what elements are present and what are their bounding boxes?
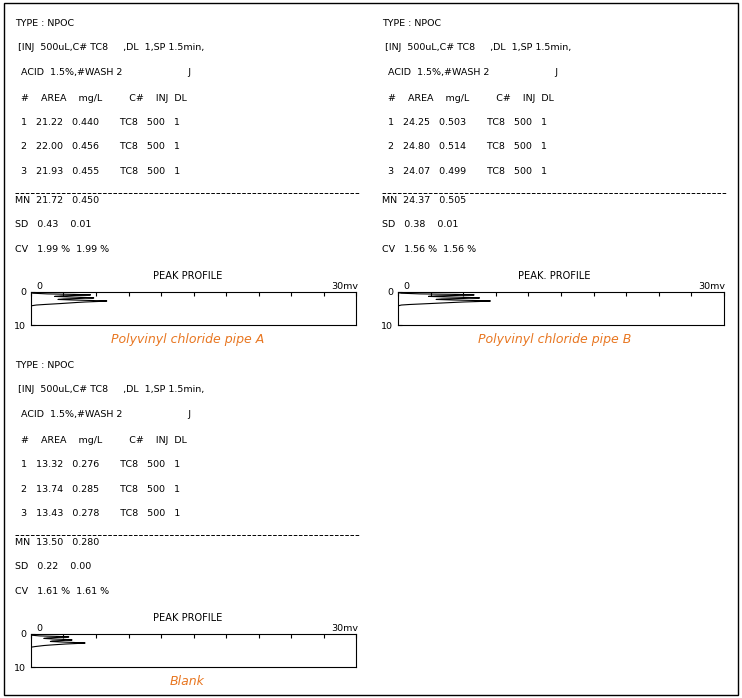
Text: 1   13.32   0.276       TC8   500   1: 1 13.32 0.276 TC8 500 1 bbox=[15, 460, 180, 469]
Text: Polyvinyl chloride pipe B: Polyvinyl chloride pipe B bbox=[478, 333, 631, 346]
Text: Polyvinyl chloride pipe A: Polyvinyl chloride pipe A bbox=[111, 333, 264, 346]
Text: SD   0.43    0.01: SD 0.43 0.01 bbox=[15, 221, 91, 230]
Text: 0: 0 bbox=[36, 623, 42, 632]
Text: PEAK PROFILE: PEAK PROFILE bbox=[153, 271, 222, 281]
Text: ACID  1.5%,#WASH 2                      J: ACID 1.5%,#WASH 2 J bbox=[382, 68, 558, 77]
Text: 30mv: 30mv bbox=[698, 281, 726, 290]
Text: SD   0.22    0.00: SD 0.22 0.00 bbox=[15, 563, 91, 572]
Text: CV   1.56 %  1.56 %: CV 1.56 % 1.56 % bbox=[382, 245, 476, 254]
Text: MN  21.72   0.450: MN 21.72 0.450 bbox=[15, 196, 99, 205]
Text: 30mv: 30mv bbox=[331, 281, 358, 290]
Text: 2   22.00   0.456       TC8   500   1: 2 22.00 0.456 TC8 500 1 bbox=[15, 142, 180, 151]
Text: MN  24.37   0.505: MN 24.37 0.505 bbox=[382, 196, 466, 205]
Text: Blank: Blank bbox=[170, 675, 205, 688]
Text: PEAK PROFILE: PEAK PROFILE bbox=[153, 613, 222, 623]
Text: 0: 0 bbox=[404, 281, 410, 290]
Text: 0: 0 bbox=[36, 281, 42, 290]
Text: 3   21.93   0.455       TC8   500   1: 3 21.93 0.455 TC8 500 1 bbox=[15, 167, 180, 176]
Text: MN  13.50   0.280: MN 13.50 0.280 bbox=[15, 538, 99, 547]
Text: 3   13.43   0.278       TC8   500   1: 3 13.43 0.278 TC8 500 1 bbox=[15, 509, 180, 518]
Text: ACID  1.5%,#WASH 2                      J: ACID 1.5%,#WASH 2 J bbox=[15, 410, 191, 419]
Text: 1   24.25   0.503       TC8   500   1: 1 24.25 0.503 TC8 500 1 bbox=[382, 118, 547, 127]
Text: #    AREA    mg/L         C#    INJ  DL: # AREA mg/L C# INJ DL bbox=[382, 94, 554, 103]
Text: #    AREA    mg/L         C#    INJ  DL: # AREA mg/L C# INJ DL bbox=[15, 436, 186, 445]
Text: TYPE : NPOC: TYPE : NPOC bbox=[15, 361, 73, 370]
Text: [INJ  500uL,C# TC8     ,DL  1,SP 1.5min,: [INJ 500uL,C# TC8 ,DL 1,SP 1.5min, bbox=[382, 43, 571, 52]
Text: TYPE : NPOC: TYPE : NPOC bbox=[382, 19, 441, 28]
Text: #    AREA    mg/L         C#    INJ  DL: # AREA mg/L C# INJ DL bbox=[15, 94, 186, 103]
Text: [INJ  500uL,C# TC8     ,DL  1,SP 1.5min,: [INJ 500uL,C# TC8 ,DL 1,SP 1.5min, bbox=[15, 385, 204, 394]
Text: CV   1.99 %  1.99 %: CV 1.99 % 1.99 % bbox=[15, 245, 109, 254]
Text: 2   24.80   0.514       TC8   500   1: 2 24.80 0.514 TC8 500 1 bbox=[382, 142, 547, 151]
Text: [INJ  500uL,C# TC8     ,DL  1,SP 1.5min,: [INJ 500uL,C# TC8 ,DL 1,SP 1.5min, bbox=[15, 43, 204, 52]
Text: 2   13.74   0.285       TC8   500   1: 2 13.74 0.285 TC8 500 1 bbox=[15, 484, 180, 493]
Text: 30mv: 30mv bbox=[331, 623, 358, 632]
Text: SD   0.38    0.01: SD 0.38 0.01 bbox=[382, 221, 459, 230]
Text: TYPE : NPOC: TYPE : NPOC bbox=[15, 19, 73, 28]
Text: 1   21.22   0.440       TC8   500   1: 1 21.22 0.440 TC8 500 1 bbox=[15, 118, 180, 127]
Text: 3   24.07   0.499       TC8   500   1: 3 24.07 0.499 TC8 500 1 bbox=[382, 167, 547, 176]
Text: ACID  1.5%,#WASH 2                      J: ACID 1.5%,#WASH 2 J bbox=[15, 68, 191, 77]
Text: PEAK. PROFILE: PEAK. PROFILE bbox=[519, 271, 591, 281]
Text: CV   1.61 %  1.61 %: CV 1.61 % 1.61 % bbox=[15, 587, 109, 596]
